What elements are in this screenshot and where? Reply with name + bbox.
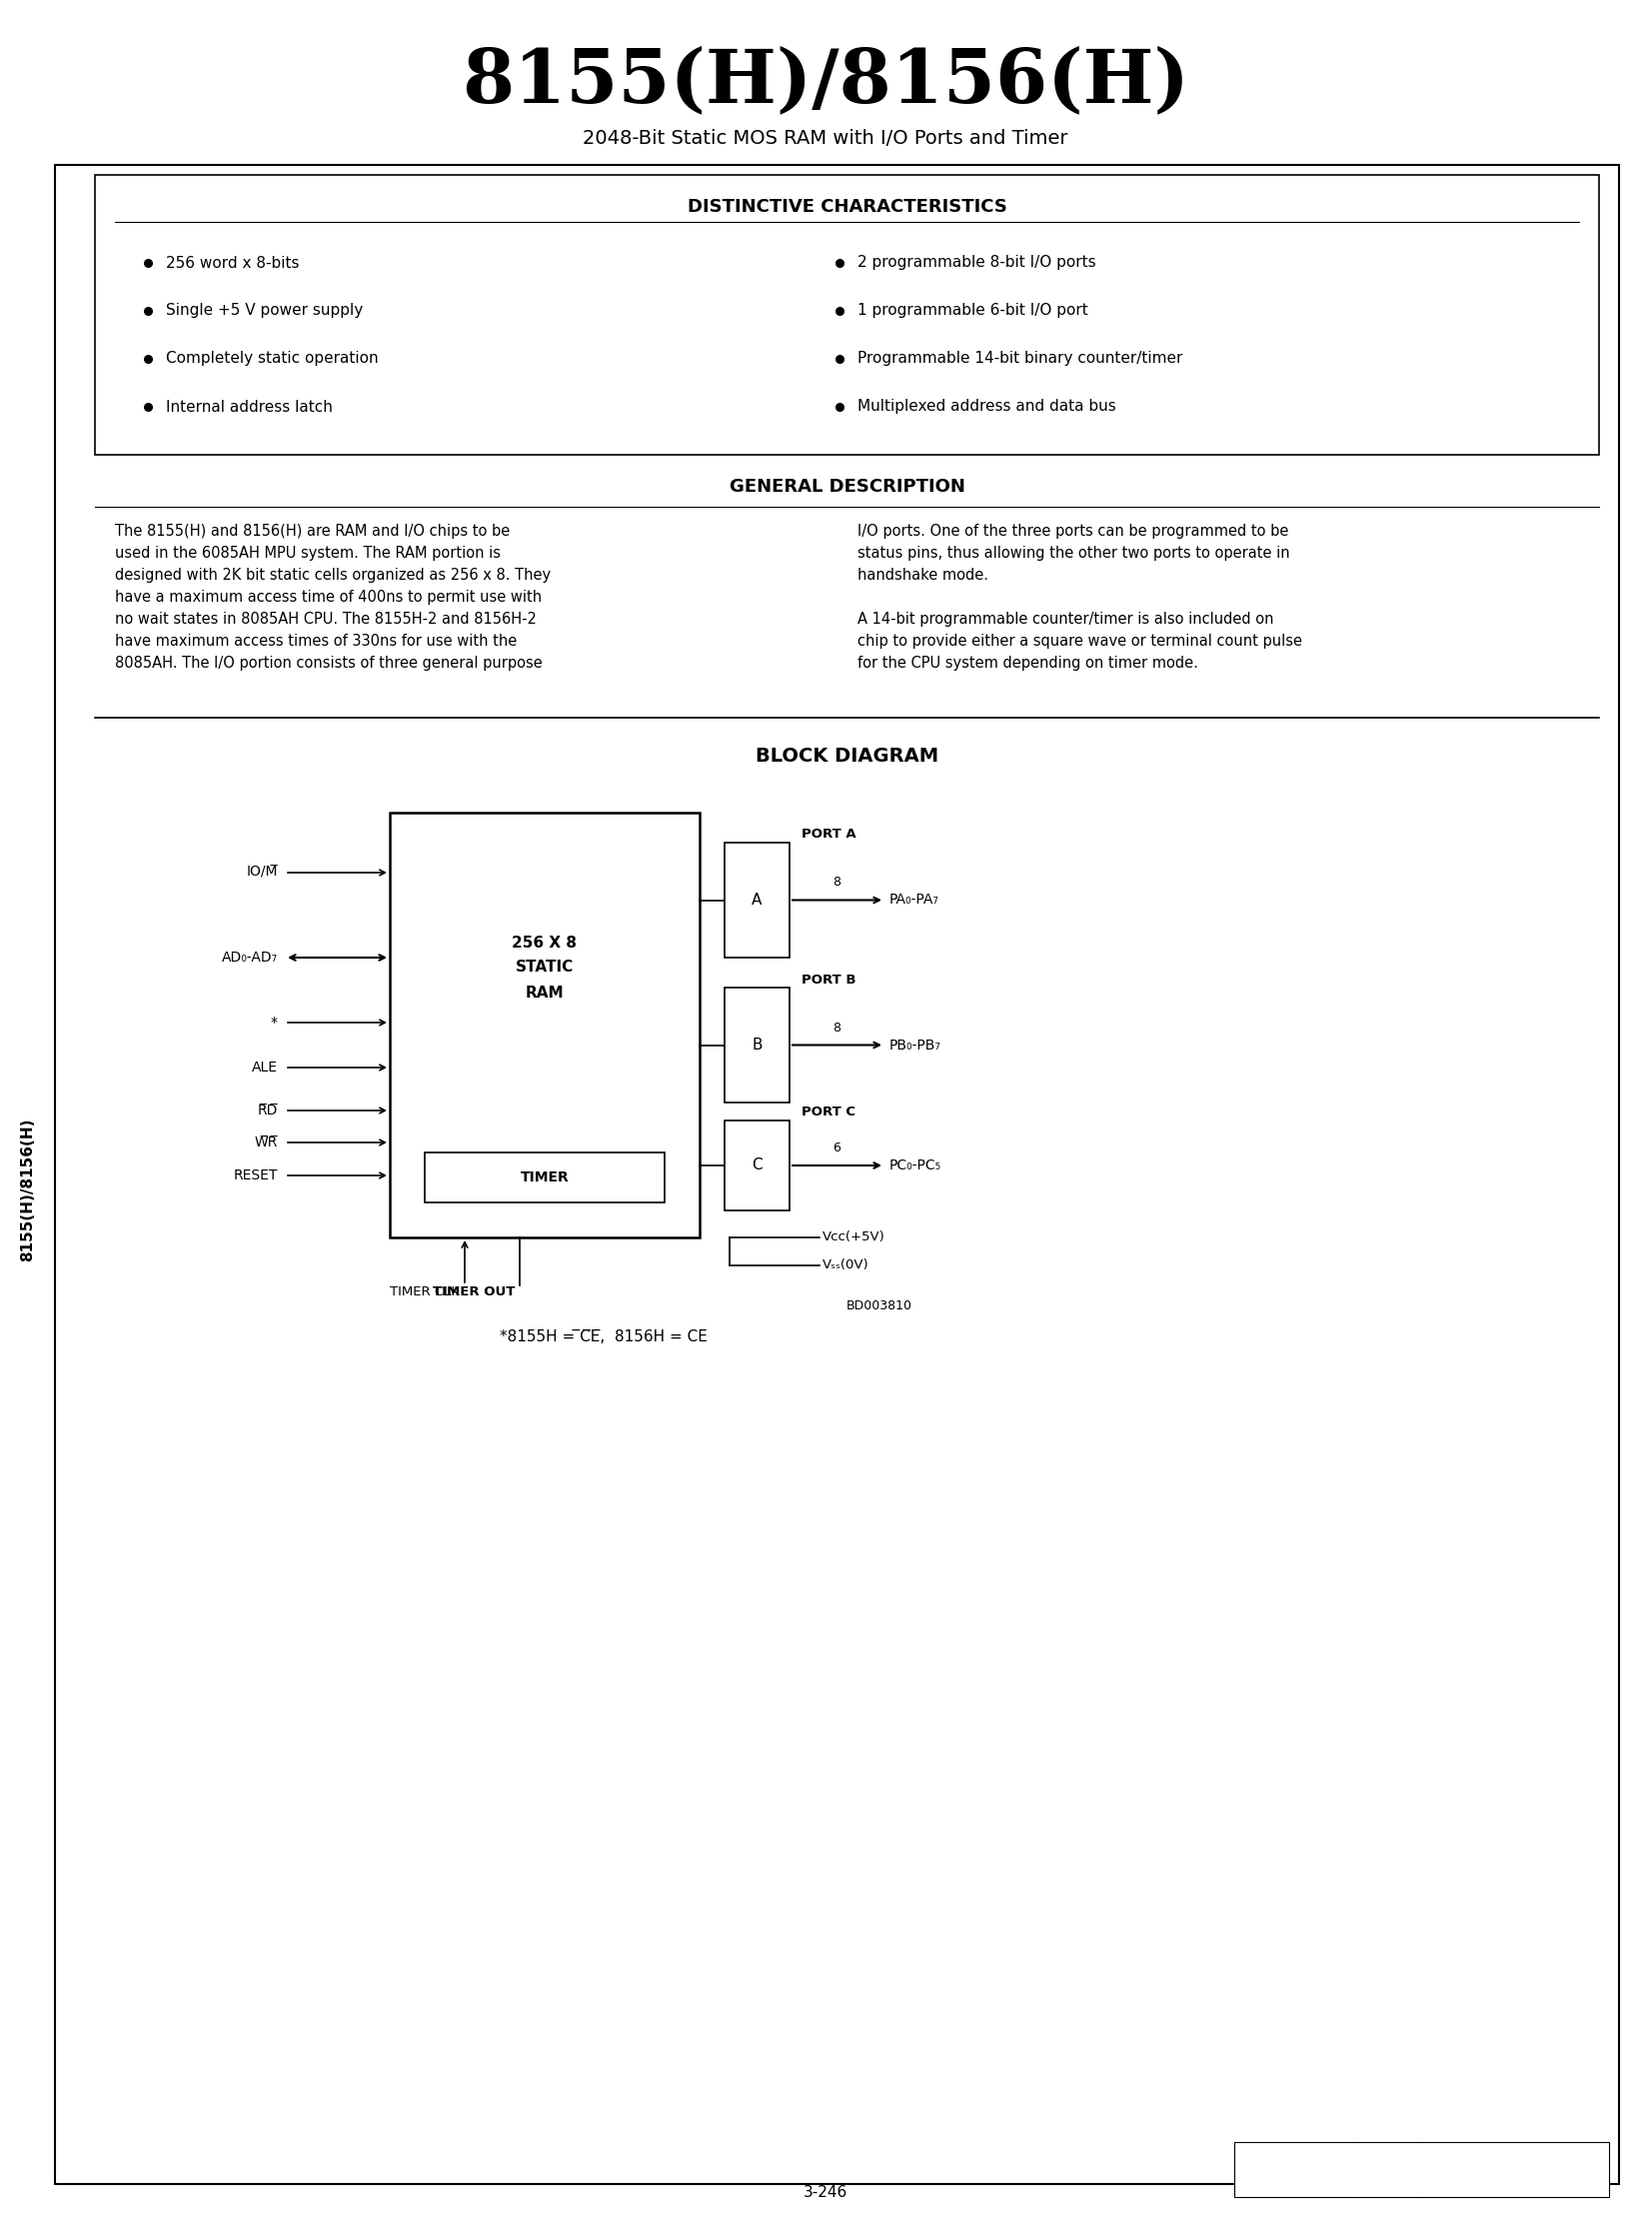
Text: Multiplexed address and data bus: Multiplexed address and data bus: [857, 398, 1117, 414]
Text: RAM: RAM: [525, 986, 563, 999]
Text: Vₛₛ(0V): Vₛₛ(0V): [823, 1260, 869, 1271]
Text: TIMER: TIMER: [520, 1171, 568, 1184]
Text: B: B: [752, 1037, 762, 1053]
Text: have a maximum access time of 400ns to permit use with: have a maximum access time of 400ns to p…: [116, 590, 542, 605]
Text: A 14-bit programmable counter/timer is also included on: A 14-bit programmable counter/timer is a…: [857, 612, 1274, 628]
Text: PB₀-PB₇: PB₀-PB₇: [889, 1037, 942, 1053]
Text: Completely static operation: Completely static operation: [165, 352, 378, 367]
Text: BLOCK DIAGRAM: BLOCK DIAGRAM: [755, 746, 938, 766]
Text: The 8155(H) and 8156(H) are RAM and I/O chips to be: The 8155(H) and 8156(H) are RAM and I/O …: [116, 523, 510, 539]
Text: 256 X 8: 256 X 8: [512, 935, 577, 951]
Text: IO/M̅: IO/M̅: [246, 866, 278, 879]
Text: PORT A: PORT A: [801, 828, 856, 841]
Text: 3-246: 3-246: [803, 2184, 847, 2199]
Text: handshake mode.: handshake mode.: [857, 568, 988, 583]
Text: Amendment: Amendment: [1480, 2150, 1548, 2161]
Text: Internal address latch: Internal address latch: [165, 398, 332, 414]
Text: A: A: [752, 893, 762, 908]
Text: *8155H = ̅C̅E̅,  8156H = CE: *8155H = ̅C̅E̅, 8156H = CE: [499, 1329, 707, 1345]
Text: 8: 8: [833, 877, 841, 888]
Bar: [725, 1120, 790, 1211]
Text: no wait states in 8085AH CPU. The 8155H-2 and 8156H-2: no wait states in 8085AH CPU. The 8155H-…: [116, 612, 537, 628]
Text: 8155(H)/8156(H): 8155(H)/8156(H): [463, 45, 1189, 118]
Bar: [725, 988, 790, 1102]
Text: BD003810: BD003810: [846, 1300, 912, 1311]
Text: 6: 6: [833, 1142, 841, 1155]
Text: 8085AH. The I/O portion consists of three general purpose: 8085AH. The I/O portion consists of thre…: [116, 657, 542, 670]
Text: 2048-Bit Static MOS RAM with I/O Ports and Timer: 2048-Bit Static MOS RAM with I/O Ports a…: [583, 129, 1069, 147]
Text: 00934: 00934: [1277, 2179, 1312, 2188]
Text: C: C: [752, 1158, 762, 1173]
Text: PORT C: PORT C: [801, 1106, 856, 1120]
Text: used in the 6085AH MPU system. The RAM portion is: used in the 6085AH MPU system. The RAM p…: [116, 545, 501, 561]
Text: Issue Date: April 1987: Issue Date: April 1987: [1360, 2181, 1483, 2193]
Text: STATIC: STATIC: [515, 959, 573, 975]
Text: I/O ports. One of the three ports can be programmed to be: I/O ports. One of the three ports can be…: [857, 523, 1289, 539]
Text: 8155(H)/8156(H): 8155(H)/8156(H): [20, 1117, 35, 1262]
Text: *: *: [271, 1015, 278, 1031]
Text: PA₀-PA₇: PA₀-PA₇: [889, 893, 940, 906]
Bar: [390, 812, 699, 1238]
Text: ALE: ALE: [251, 1060, 278, 1075]
Text: DISTINCTIVE CHARACTERISTICS: DISTINCTIVE CHARACTERISTICS: [687, 198, 1006, 216]
Text: PC₀-PC₅: PC₀-PC₅: [889, 1158, 942, 1173]
Text: 1 programmable 6-bit I/O port: 1 programmable 6-bit I/O port: [857, 303, 1089, 318]
Text: Rev.: Rev.: [1374, 2150, 1398, 2161]
Text: RESET: RESET: [233, 1169, 278, 1182]
Text: for the CPU system depending on timer mode.: for the CPU system depending on timer mo…: [857, 657, 1198, 670]
Text: Publication #: Publication #: [1257, 2150, 1332, 2161]
Text: PORT B: PORT B: [801, 973, 856, 986]
Bar: [1234, 2141, 1609, 2197]
Text: AD₀-AD₇: AD₀-AD₇: [221, 951, 278, 964]
Text: TIMER OUT: TIMER OUT: [433, 1287, 515, 1300]
Text: have maximum access times of 330ns for use with the: have maximum access times of 330ns for u…: [116, 634, 517, 648]
Text: 256 word x 8-bits: 256 word x 8-bits: [165, 256, 299, 269]
Text: C: C: [1383, 2179, 1391, 2188]
Text: designed with 2K bit static cells organized as 256 x 8. They: designed with 2K bit static cells organi…: [116, 568, 550, 583]
Text: TIMER CLK: TIMER CLK: [390, 1287, 459, 1300]
Text: 8: 8: [833, 1022, 841, 1035]
Text: status pins, thus allowing the other two ports to operate in: status pins, thus allowing the other two…: [857, 545, 1290, 561]
Bar: [725, 844, 790, 957]
Text: Single +5 V power supply: Single +5 V power supply: [165, 303, 363, 318]
Text: Vᴄᴄ(+5V): Vᴄᴄ(+5V): [823, 1231, 885, 1244]
Bar: [425, 1153, 664, 1202]
Text: R̅D̅: R̅D̅: [258, 1104, 278, 1117]
Text: GENERAL DESCRIPTION: GENERAL DESCRIPTION: [729, 479, 965, 496]
Text: /0: /0: [1508, 2179, 1520, 2188]
Text: chip to provide either a square wave or terminal count pulse: chip to provide either a square wave or …: [857, 634, 1302, 648]
Bar: [94, 176, 1599, 454]
Text: W̅R̅: W̅R̅: [254, 1135, 278, 1149]
Text: Programmable 14-bit binary counter/timer: Programmable 14-bit binary counter/timer: [857, 352, 1183, 367]
Text: 2 programmable 8-bit I/O ports: 2 programmable 8-bit I/O ports: [857, 256, 1095, 269]
